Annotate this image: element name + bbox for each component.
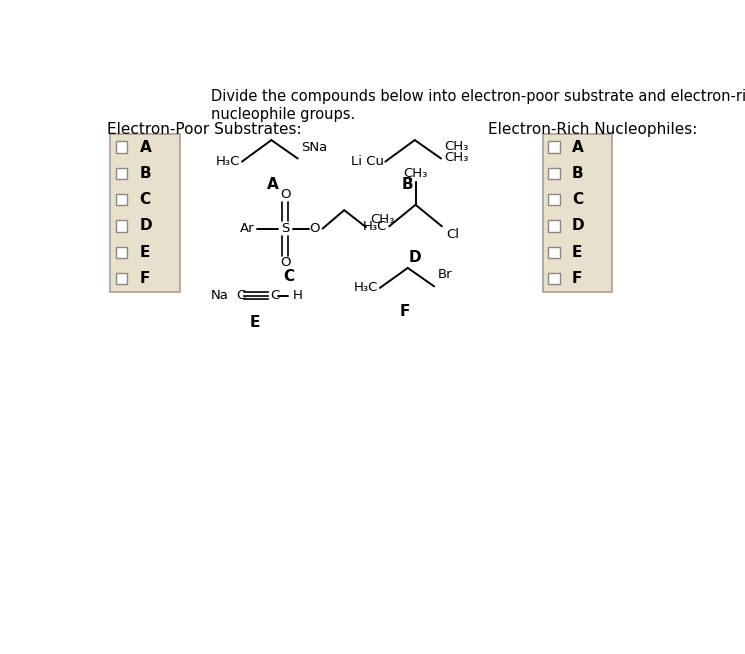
Text: C: C [572,192,583,207]
FancyBboxPatch shape [115,220,127,232]
Text: C: C [139,192,150,207]
FancyBboxPatch shape [548,141,559,153]
Text: CH₃: CH₃ [403,167,428,181]
Text: CH₃: CH₃ [370,213,395,226]
Text: A: A [572,139,584,154]
Text: F: F [139,271,150,286]
FancyBboxPatch shape [115,247,127,258]
Text: B: B [402,177,413,192]
FancyBboxPatch shape [548,273,559,284]
Text: CH₃: CH₃ [444,140,469,153]
FancyBboxPatch shape [115,141,127,153]
Text: S: S [281,222,290,235]
Text: E: E [139,245,150,260]
Text: Na: Na [211,289,229,302]
Text: A: A [139,139,151,154]
Text: Br: Br [438,267,453,281]
Text: F: F [572,271,583,286]
Text: E: E [249,315,259,330]
Text: Electron-Rich Nucleophiles:: Electron-Rich Nucleophiles: [489,122,698,137]
Text: H₃C: H₃C [364,220,387,233]
FancyBboxPatch shape [110,134,180,292]
Text: B: B [139,166,151,181]
Text: D: D [139,218,152,233]
FancyBboxPatch shape [115,273,127,284]
Text: E: E [572,245,583,260]
Text: F: F [399,303,410,318]
Text: Li Cu: Li Cu [351,155,384,168]
Text: O: O [309,222,320,235]
FancyBboxPatch shape [548,194,559,205]
Text: CH₃: CH₃ [444,151,469,164]
Text: D: D [572,218,585,233]
Text: O: O [280,256,291,269]
Text: C: C [284,269,295,284]
Text: Ar: Ar [240,222,254,235]
Text: H₃C: H₃C [354,281,378,294]
Text: Divide the compounds below into electron-poor substrate and electron-rich
nucleo: Divide the compounds below into electron… [211,89,745,122]
Text: Cl: Cl [446,228,460,241]
Text: Electron-Poor Substrates:: Electron-Poor Substrates: [107,122,302,137]
Text: H: H [292,289,302,302]
Text: C: C [270,289,280,302]
Text: C: C [236,289,246,302]
Text: O: O [280,188,291,201]
Text: D: D [408,250,421,265]
FancyBboxPatch shape [115,194,127,205]
FancyBboxPatch shape [115,167,127,179]
FancyBboxPatch shape [548,220,559,232]
FancyBboxPatch shape [548,167,559,179]
Text: H₃C: H₃C [216,155,241,168]
FancyBboxPatch shape [548,247,559,258]
Text: B: B [572,166,583,181]
Text: SNa: SNa [301,141,327,154]
Text: A: A [267,177,279,192]
FancyBboxPatch shape [542,134,612,292]
